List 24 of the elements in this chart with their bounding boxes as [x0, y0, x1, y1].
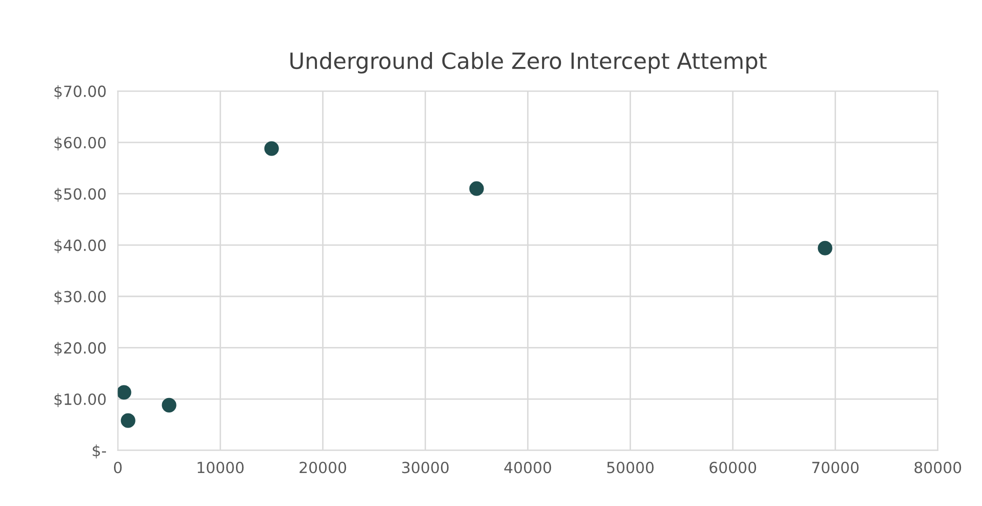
y-tick-label: $40.00	[54, 239, 106, 254]
chart-title: Underground Cable Zero Intercept Attempt	[290, 52, 767, 74]
y-tick-label: $20.00	[54, 342, 106, 356]
y-tick-label: $10.00	[54, 393, 106, 408]
x-tick-label: 60000	[710, 462, 756, 474]
x-tick-label: 0	[114, 462, 122, 474]
x-tick-label: 40000	[504, 462, 552, 474]
y-tick-label: $-	[92, 444, 106, 458]
point	[469, 181, 484, 196]
point	[118, 385, 132, 400]
point	[120, 413, 136, 428]
y-tick-label: $70.00	[54, 85, 106, 100]
y-tick-label: $60.00	[54, 136, 106, 150]
point	[264, 141, 279, 156]
x-tick-label: 70000	[812, 462, 859, 474]
x-tick-label: 30000	[402, 462, 449, 474]
point	[162, 398, 176, 412]
x-tick-label: 20000	[300, 462, 346, 474]
x-tick-label: 50000	[607, 462, 654, 474]
x-tick-label: 80000	[914, 462, 962, 474]
point	[818, 240, 832, 256]
x-tick-label: 10000	[198, 462, 244, 474]
y-tick-label: $30.00	[54, 290, 106, 304]
y-tick-label: $50.00	[54, 188, 106, 202]
